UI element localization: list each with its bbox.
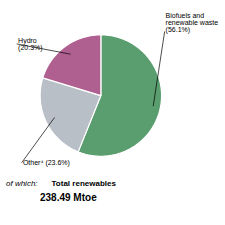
svg-text:Biofuels andrenewable waste(56: Biofuels andrenewable waste(56.1%) (166, 12, 219, 34)
svg-text:Hydro(20.3%): Hydro(20.3%) (18, 37, 43, 52)
svg-text:Other⁴ (23.6%): Other⁴ (23.6%) (23, 159, 70, 167)
html-text:Total renewables: Total renewables (51, 179, 116, 188)
html-text:of which:: of which: (6, 179, 38, 188)
html-text:238.49 Mtoe: 238.49 Mtoe (40, 192, 97, 203)
